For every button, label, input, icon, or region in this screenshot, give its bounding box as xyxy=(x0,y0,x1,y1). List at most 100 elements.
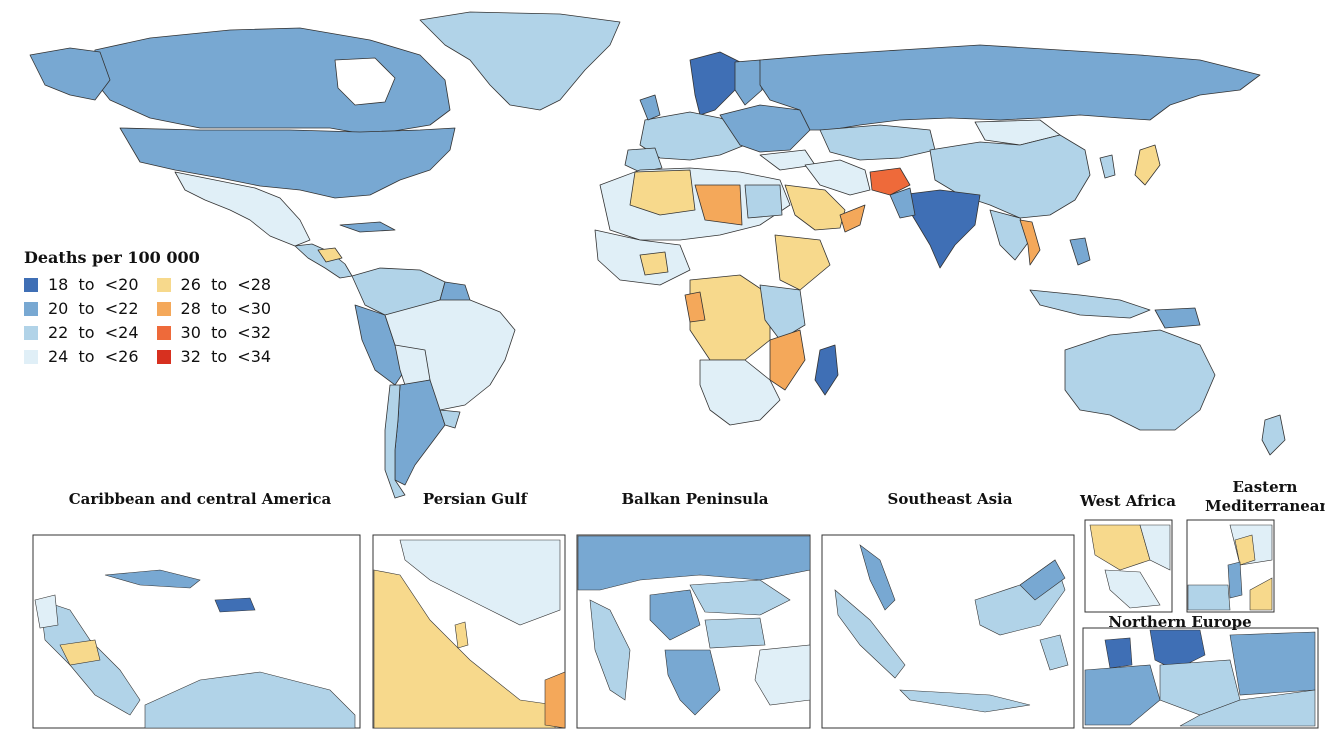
inset-sea-borneo-north xyxy=(1019,559,1066,601)
legend-column-left: 18 to <20 20 to <22 22 to <24 24 to <26 xyxy=(24,275,139,366)
region-horn-of-africa xyxy=(774,234,831,291)
inset-balkan-bulgaria xyxy=(704,617,766,649)
region-nigeria-area xyxy=(639,251,669,276)
legend-columns: 18 to <20 20 to <22 22 to <24 24 to <26 26 … xyxy=(24,275,324,366)
region-finland xyxy=(734,59,763,106)
region-madagascar xyxy=(814,344,839,396)
inset-westafrica-mali xyxy=(1139,524,1171,571)
legend-label: 22 to <24 xyxy=(48,323,139,342)
region-india xyxy=(899,189,981,269)
inset-eastmed-israel xyxy=(1227,561,1243,599)
inset-balkan-greece xyxy=(664,649,721,716)
inset-balkan-serbia xyxy=(649,589,701,641)
inset-title-northern-europe: Northern Europe xyxy=(1108,613,1252,631)
inset-caribbean-mexico xyxy=(34,594,59,629)
legend-swatch xyxy=(24,277,38,292)
inset-caribbean-cuba xyxy=(104,569,201,589)
region-korea xyxy=(1099,154,1116,179)
region-vietnam xyxy=(1019,219,1041,266)
legend-item: 26 to <28 xyxy=(156,275,272,294)
legend-swatch xyxy=(156,301,171,316)
inset-northeurope-south xyxy=(1179,689,1316,727)
region-scandinavia xyxy=(689,51,741,116)
region-saudi-arabia xyxy=(784,184,846,231)
region-pakistan xyxy=(889,187,916,219)
inset-balkan-italy xyxy=(589,599,631,701)
inset-sea-sumatra xyxy=(834,589,906,679)
region-australia xyxy=(1064,329,1216,431)
region-congo xyxy=(684,291,706,323)
inset-sea-java xyxy=(899,689,1031,713)
inset-balkan-north xyxy=(577,535,811,591)
region-canada xyxy=(89,27,451,136)
region-philippines xyxy=(1069,237,1091,266)
region-usa xyxy=(119,127,456,199)
inset-westafrica-guinea xyxy=(1104,569,1161,609)
region-libya xyxy=(694,184,743,226)
legend-item: 24 to <26 xyxy=(24,347,139,366)
inset-frame-northern-europe xyxy=(1082,627,1319,729)
region-egypt xyxy=(744,184,783,219)
inset-frame-balkan xyxy=(576,534,811,729)
region-new-zealand xyxy=(1261,414,1286,456)
inset-sea-malaysia xyxy=(859,544,896,611)
region-southeast-asia-mainland xyxy=(989,209,1031,261)
region-honduras xyxy=(317,247,343,263)
inset-westafrica-senegal xyxy=(1089,524,1151,571)
inset-caribbean-honduras xyxy=(59,639,101,666)
legend-item: 18 to <20 xyxy=(24,275,139,294)
region-bolivia xyxy=(394,344,431,386)
legend-label: 24 to <26 xyxy=(48,347,139,366)
region-alaska xyxy=(29,47,111,101)
legend-label: 32 to <34 xyxy=(180,347,272,366)
inset-title-persian-gulf: Persian Gulf xyxy=(422,490,528,508)
legend-item: 32 to <34 xyxy=(156,347,272,366)
region-southern-africa xyxy=(699,359,781,426)
legend-item: 20 to <22 xyxy=(24,299,139,318)
region-iberia xyxy=(624,147,663,173)
region-papua xyxy=(1154,307,1201,329)
legend-title: Deaths per 100 000 xyxy=(24,248,200,267)
region-hudson-bay xyxy=(334,57,396,106)
region-greenland xyxy=(419,11,621,111)
region-yemen-oman xyxy=(839,204,866,233)
inset-title-balkan: Balkan Peninsula xyxy=(621,490,769,508)
legend-swatch xyxy=(24,301,38,316)
region-uk xyxy=(639,94,661,121)
region-eastern-europe xyxy=(719,104,811,153)
inset-eastmed-saudi xyxy=(1249,577,1273,611)
inset-gulf-iran xyxy=(399,539,561,626)
inset-title-eastern-med: Eastern Mediterranean xyxy=(1205,478,1325,515)
legend-item: 30 to <32 xyxy=(156,323,272,342)
region-mozambique xyxy=(769,329,806,391)
region-uruguay xyxy=(439,409,461,429)
inset-gulf-saudi xyxy=(373,569,556,729)
inset-gulf-qatar xyxy=(454,621,469,649)
inset-caribbean-southamerica xyxy=(144,671,356,729)
legend-swatch xyxy=(156,325,171,340)
map-legend: Deaths per 100 000 18 to <20 20 to <22 22 … xyxy=(24,248,324,366)
region-central-africa xyxy=(689,274,771,361)
legend-swatch xyxy=(24,349,38,364)
legend-swatch xyxy=(156,277,171,292)
legend-item: 28 to <30 xyxy=(156,299,271,318)
inset-caribbean-hispaniola xyxy=(214,597,256,613)
inset-sea-sulawesi xyxy=(1039,634,1069,671)
inset-balkan-romania xyxy=(689,579,791,616)
legend-label: 26 to <28 xyxy=(180,275,272,294)
region-russia xyxy=(759,44,1261,131)
legend-label: 18 to <20 xyxy=(48,275,139,294)
region-cuba xyxy=(339,221,396,233)
region-kazakhstan xyxy=(819,124,936,161)
inset-balkan-turkey xyxy=(754,644,811,706)
inset-frame-eastern-med xyxy=(1186,519,1275,613)
legend-label: 30 to <32 xyxy=(180,323,272,342)
inset-northeurope-germany xyxy=(1084,664,1161,726)
region-afghanistan xyxy=(869,167,911,196)
legend-swatch xyxy=(156,349,171,364)
legend-label: 20 to <22 xyxy=(48,299,139,318)
region-indonesia xyxy=(1029,289,1151,319)
inset-frame-west-africa xyxy=(1084,519,1173,613)
region-japan xyxy=(1134,144,1161,186)
